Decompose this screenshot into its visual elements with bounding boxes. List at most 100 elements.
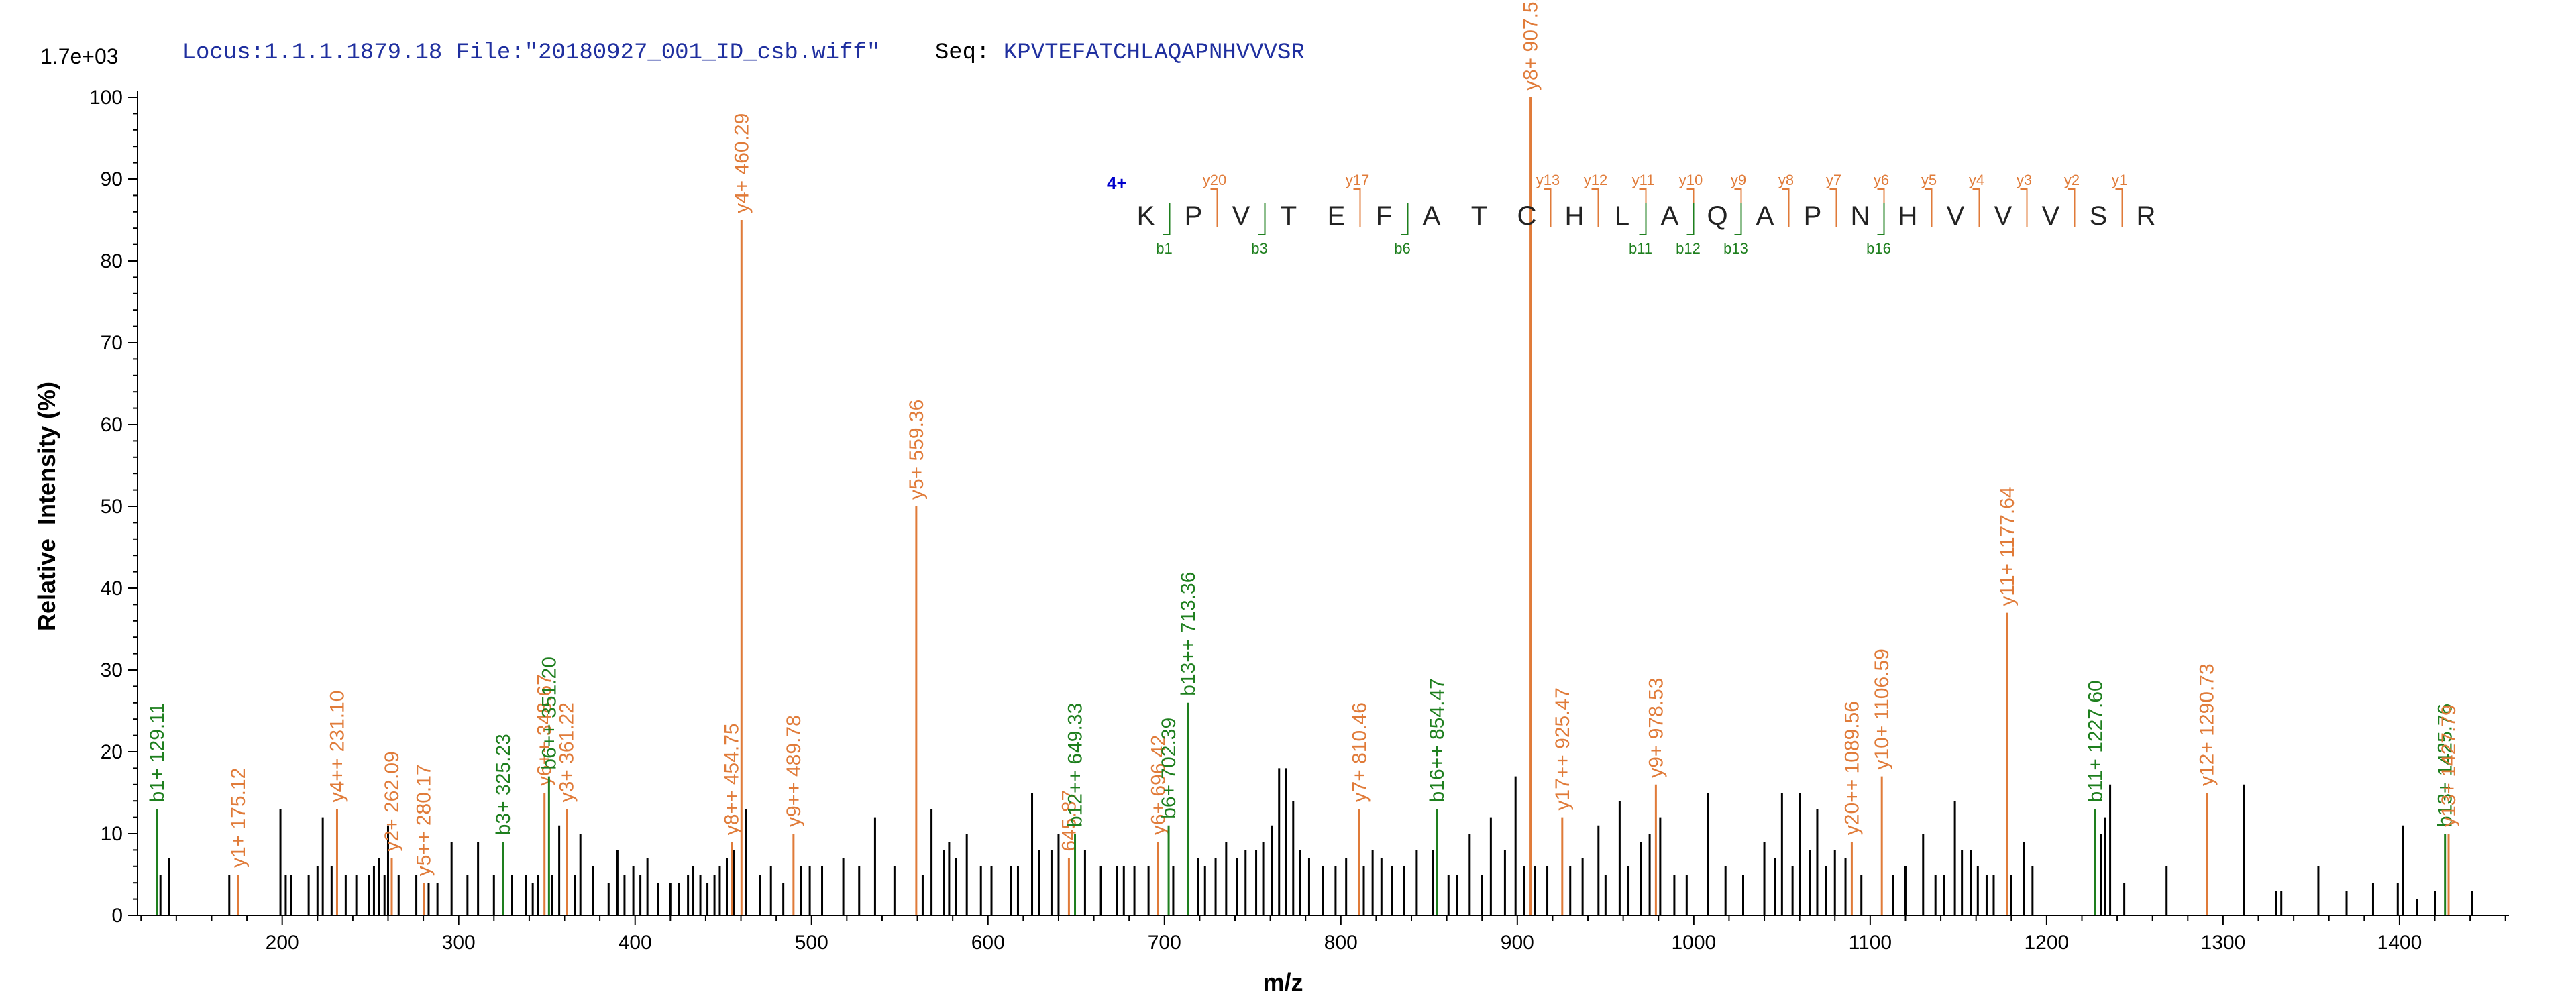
locus-label: Locus: <box>182 40 265 66</box>
b-cleavage-marker <box>1639 203 1647 235</box>
b-cleavage-marker <box>1734 203 1742 235</box>
sequence-residue: T <box>1281 201 1297 231</box>
y-tick-label: 40 <box>101 577 123 600</box>
y-fragment-label: y5 <box>1921 172 1937 188</box>
y-cleavage-marker <box>1925 188 1933 227</box>
sequence-residue: H <box>1565 201 1585 231</box>
y-fragment-label: y9 <box>1731 172 1746 188</box>
y-fragment-label: y10 <box>1679 172 1703 188</box>
y-tick-label: 30 <box>101 659 123 681</box>
y-cleavage-marker <box>1829 188 1837 227</box>
seq-value: KPVTEFATCHLAQAPNHVVVSR <box>1003 40 1305 66</box>
header-bar: Locus:1.1.1.1879.18 File:"20180927_001_I… <box>127 15 1305 91</box>
sequence-residue: H <box>1898 201 1918 231</box>
y-cleavage-marker <box>1782 188 1790 227</box>
peak-label: b1+ 129.11 <box>146 703 168 803</box>
sequence-residue: A <box>1423 201 1441 231</box>
b-fragment-label: b3 <box>1251 240 1267 257</box>
y-fragment-label: y1 <box>2112 172 2127 188</box>
y-fragment-label: y7 <box>1826 172 1841 188</box>
peak-label: y11+ 1177.64 <box>1996 486 2019 606</box>
sequence-residue: L <box>1615 201 1629 231</box>
y-cleavage-marker <box>1353 188 1361 227</box>
b-fragment-label: b1 <box>1156 240 1172 257</box>
b-fragment-label: b11 <box>1629 240 1652 257</box>
y-tick-label: 100 <box>89 87 123 109</box>
b-cleavage-marker <box>1686 203 1695 235</box>
sequence-residue: N <box>1851 201 1870 231</box>
y-fragment-label: y17 <box>1346 172 1369 188</box>
y-tick-label: 10 <box>101 823 123 845</box>
sequence-residue: F <box>1376 201 1392 231</box>
peak-label: y7+ 810.46 <box>1348 702 1371 802</box>
y-cleavage-marker <box>2020 188 2028 227</box>
peak-label: b6++ 351.20 <box>538 657 560 770</box>
y-axis-title: Relative Intensity (%) <box>33 382 60 631</box>
peak-label: y6+ 696.42 <box>1147 735 1169 835</box>
b-cleavage-marker <box>1877 203 1885 235</box>
y-tick-label: 20 <box>101 741 123 763</box>
peak-label: y5++ 280.17 <box>413 764 435 876</box>
y-tick-label: 60 <box>101 414 123 436</box>
b-fragment-label: b13 <box>1723 240 1748 257</box>
y-tick-label: 70 <box>101 332 123 354</box>
b-cleavage-marker <box>1401 203 1409 235</box>
sequence-residue: Q <box>1707 201 1727 231</box>
peak-label: y17++ 925.47 <box>1552 687 1574 811</box>
y-fragment-label: y12 <box>1584 172 1607 188</box>
sequence-residue: P <box>1185 201 1203 231</box>
x-tick-label: 1000 <box>1671 932 1716 954</box>
y-cleavage-marker <box>1210 188 1218 227</box>
y-cleavage-marker <box>1639 188 1647 227</box>
y-cleavage-marker <box>2115 188 2123 227</box>
y-fragment-label: y8 <box>1778 172 1794 188</box>
sequence-residue: V <box>1994 201 2012 231</box>
peak-label: y9++ 489.78 <box>783 715 805 827</box>
x-tick-label: 700 <box>1148 932 1181 954</box>
x-tick-label: 300 <box>442 932 476 954</box>
x-tick-label: 1300 <box>2201 932 2246 954</box>
y-tick-label: 50 <box>101 496 123 518</box>
file-value: "20180927_001_ID_csb.wiff" <box>524 40 881 66</box>
peak-label: b13+ 1425.76 <box>2434 704 2457 827</box>
x-tick-label: 600 <box>971 932 1005 954</box>
peak-label: y13+ 1427.79 <box>2438 704 2460 827</box>
x-tick-label: 400 <box>619 932 652 954</box>
y-cleavage-marker <box>1686 188 1695 227</box>
sequence-residue: A <box>1756 201 1774 231</box>
y-fragment-label: y2 <box>2064 172 2080 188</box>
peak-label: y8+ 907.51 <box>1520 0 1542 91</box>
sequence-residue: T <box>1471 201 1487 231</box>
peak-label: y4+ 460.29 <box>731 113 753 213</box>
y-fragment-label: y11 <box>1632 172 1655 188</box>
b-cleavage-marker <box>1163 203 1171 235</box>
peak-label: y20++ 1089.56 <box>1841 701 1863 835</box>
peak-label: y12+ 1290.73 <box>2196 663 2218 786</box>
x-tick-label: 1100 <box>1849 932 1892 954</box>
peak-label: y8++ 454.75 <box>721 723 743 835</box>
locus-value: 1.1.1.1879.18 <box>264 40 443 66</box>
y-cleavage-marker <box>1734 188 1742 227</box>
intensity-scale-label: 1.7e+03 <box>40 44 119 68</box>
y-tick-label: 80 <box>101 250 123 272</box>
peak-label: y5+ 559.36 <box>906 400 928 500</box>
x-tick-label: 500 <box>795 932 828 954</box>
x-tick-label: 800 <box>1324 932 1358 954</box>
y-fragment-label: y6 <box>1874 172 1889 188</box>
peak-label: y9+ 978.53 <box>1645 678 1667 778</box>
y-cleavage-marker <box>1877 188 1885 227</box>
b-fragment-label: b12 <box>1676 240 1701 257</box>
y-cleavage-marker <box>1544 188 1552 227</box>
y-cleavage-marker <box>1591 188 1599 227</box>
y-tick-label: 0 <box>111 905 123 927</box>
sequence-residue: S <box>2090 201 2108 231</box>
seq-label: Seq: <box>934 40 990 66</box>
y-fragment-label: y3 <box>2017 172 2032 188</box>
sequence-residue: K <box>1137 201 1155 231</box>
peak-label: y1+ 175.12 <box>227 768 250 868</box>
b-cleavage-marker <box>1258 203 1266 235</box>
y-fragment-label: y4 <box>1969 172 1984 188</box>
peak-label: b11+ 1227.60 <box>2084 680 2106 802</box>
